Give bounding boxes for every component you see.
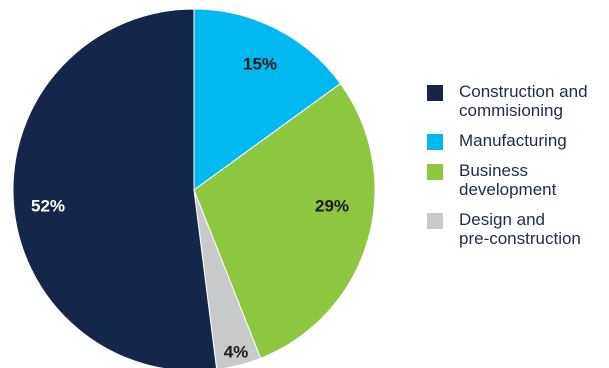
legend-label-manufacturing: Manufacturing (459, 131, 567, 150)
legend-item-business-development: Business development (427, 161, 609, 199)
legend-swatch-design (427, 213, 443, 229)
pie-slice-construction-and-commisioning (12, 8, 217, 368)
legend-item-design: Design and pre-construction (427, 210, 609, 248)
legend-label-construction: Construction and commisioning (459, 82, 588, 120)
pie-slice-manufacturing (193, 8, 342, 191)
legend-item-construction: Construction and commisioning (427, 82, 609, 120)
pie-label-business-development: 29% (315, 196, 349, 215)
legend-swatch-manufacturing (427, 134, 443, 150)
pie-chart: 15% 29% 4% 52% (12, 8, 376, 368)
pie-label-design-and-pre-construction: 4% (224, 342, 249, 361)
legend-swatch-construction (427, 85, 443, 101)
legend-label-design: Design and pre-construction (459, 210, 581, 248)
pie-label-construction-and-commisioning: 52% (31, 196, 65, 215)
legend-label-business-development: Business development (459, 161, 557, 199)
legend-swatch-business-development (427, 164, 443, 180)
pie-slice-design-and-pre-construction (193, 189, 262, 368)
legend: Construction and commisioning Manufactur… (427, 82, 609, 259)
pie-label-manufacturing: 15% (243, 54, 277, 73)
legend-item-manufacturing: Manufacturing (427, 131, 609, 150)
pie-slice-business-development (193, 82, 376, 359)
